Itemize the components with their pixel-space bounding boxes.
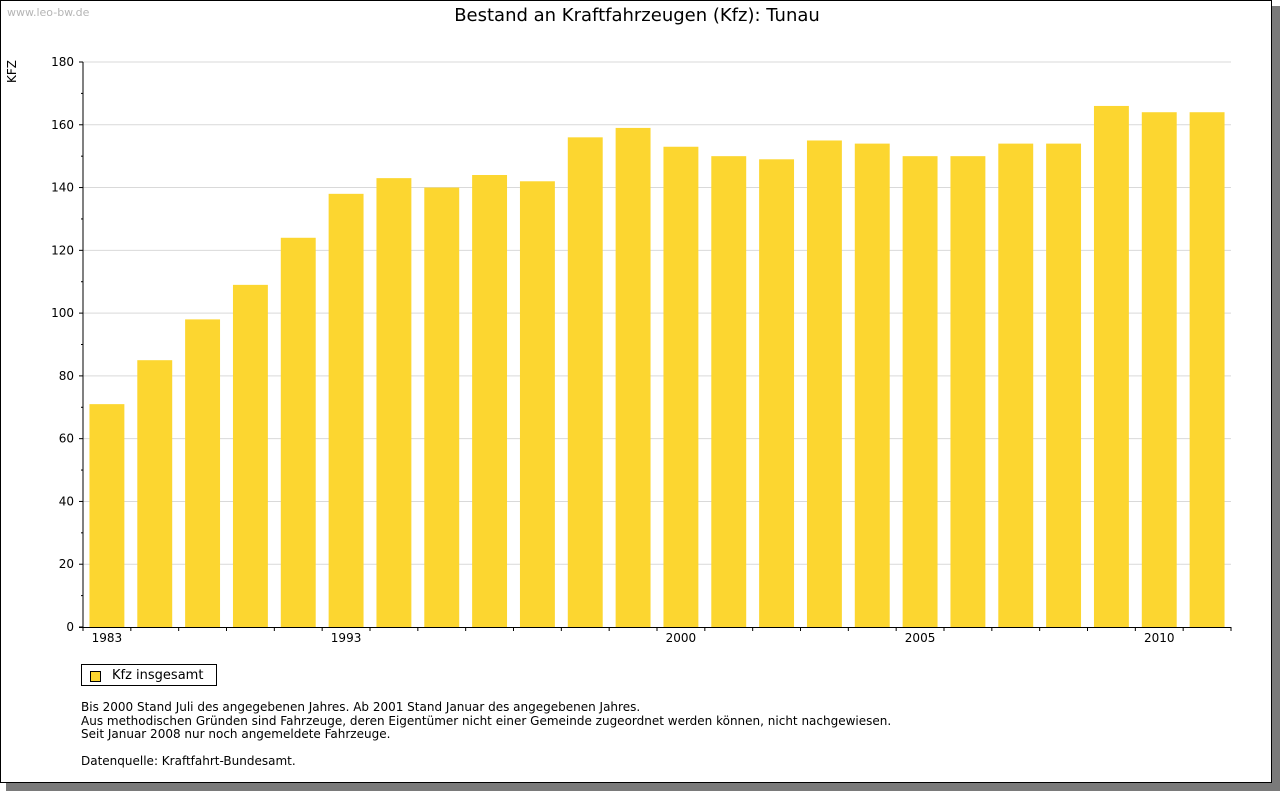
bar bbox=[615, 127, 651, 628]
bars bbox=[89, 105, 1225, 628]
y-tick-label: 140 bbox=[51, 181, 74, 195]
bar bbox=[472, 175, 508, 627]
y-tick-label: 80 bbox=[59, 369, 74, 383]
bar bbox=[663, 146, 699, 627]
footnotes: Bis 2000 Stand Juli des angegebenen Jahr… bbox=[81, 700, 892, 742]
watermark: www.leo-bw.de bbox=[7, 6, 90, 19]
y-tick-label: 120 bbox=[51, 243, 74, 257]
bar bbox=[1189, 112, 1225, 627]
bar bbox=[711, 156, 747, 627]
bar bbox=[1046, 143, 1082, 627]
y-tick-label: 160 bbox=[51, 118, 74, 132]
footnote-line: Bis 2000 Stand Juli des angegebenen Jahr… bbox=[81, 700, 641, 714]
bar-chart: 0 20 40 60 80 100 120 140 160 180 1983 1993 2000 2005… bbox=[51, 55, 1232, 645]
bar bbox=[519, 181, 555, 627]
bar bbox=[806, 140, 842, 627]
x-tick-label: 1993 bbox=[331, 631, 362, 645]
legend: Kfz insgesamt bbox=[81, 664, 217, 686]
bar bbox=[280, 237, 316, 627]
y-tick-label: 60 bbox=[59, 432, 74, 446]
footnote-line: Aus methodischen Gründen sind Fahrzeuge,… bbox=[81, 713, 892, 728]
legend-label: Kfz insgesamt bbox=[112, 668, 204, 683]
frame-shadow-bottom bbox=[6, 783, 1280, 791]
bar bbox=[137, 360, 173, 627]
frame-shadow-right bbox=[1272, 6, 1280, 791]
bar bbox=[902, 156, 938, 627]
y-tick-label: 20 bbox=[59, 557, 74, 571]
bar bbox=[232, 284, 268, 627]
y-tick-label: 100 bbox=[51, 306, 74, 320]
bar bbox=[1141, 112, 1177, 627]
footnote-line: Seit Januar 2008 nur noch angemeldete Fa… bbox=[81, 727, 391, 741]
data-source: Datenquelle: Kraftfahrt-Bundesamt. bbox=[81, 754, 296, 768]
y-tick-label: 0 bbox=[66, 620, 74, 634]
x-tick-label: 2005 bbox=[905, 631, 936, 645]
chart-title: Bestand an Kraftfahrzeugen (Kfz): Tunau bbox=[454, 5, 820, 26]
bar bbox=[185, 319, 221, 627]
bar bbox=[424, 187, 460, 628]
gridlines bbox=[83, 61, 1231, 565]
bar bbox=[759, 159, 795, 628]
bar bbox=[1093, 105, 1129, 627]
bar bbox=[567, 137, 603, 628]
bar bbox=[328, 193, 364, 628]
bar bbox=[950, 156, 986, 627]
legend-swatch bbox=[90, 671, 101, 682]
tick-labels: 0 20 40 60 80 100 120 140 160 180 1983 1993 2000 2005… bbox=[51, 55, 1174, 645]
bar bbox=[89, 404, 125, 627]
y-tick-label: 40 bbox=[59, 494, 74, 508]
bar bbox=[376, 178, 412, 627]
y-tick-label: 180 bbox=[51, 55, 74, 69]
bar bbox=[854, 143, 890, 627]
axes bbox=[79, 61, 1232, 631]
x-tick-label: 1983 bbox=[92, 631, 123, 645]
x-tick-label: 2010 bbox=[1144, 631, 1175, 645]
bar bbox=[998, 143, 1034, 627]
x-tick-label: 2000 bbox=[666, 631, 697, 645]
